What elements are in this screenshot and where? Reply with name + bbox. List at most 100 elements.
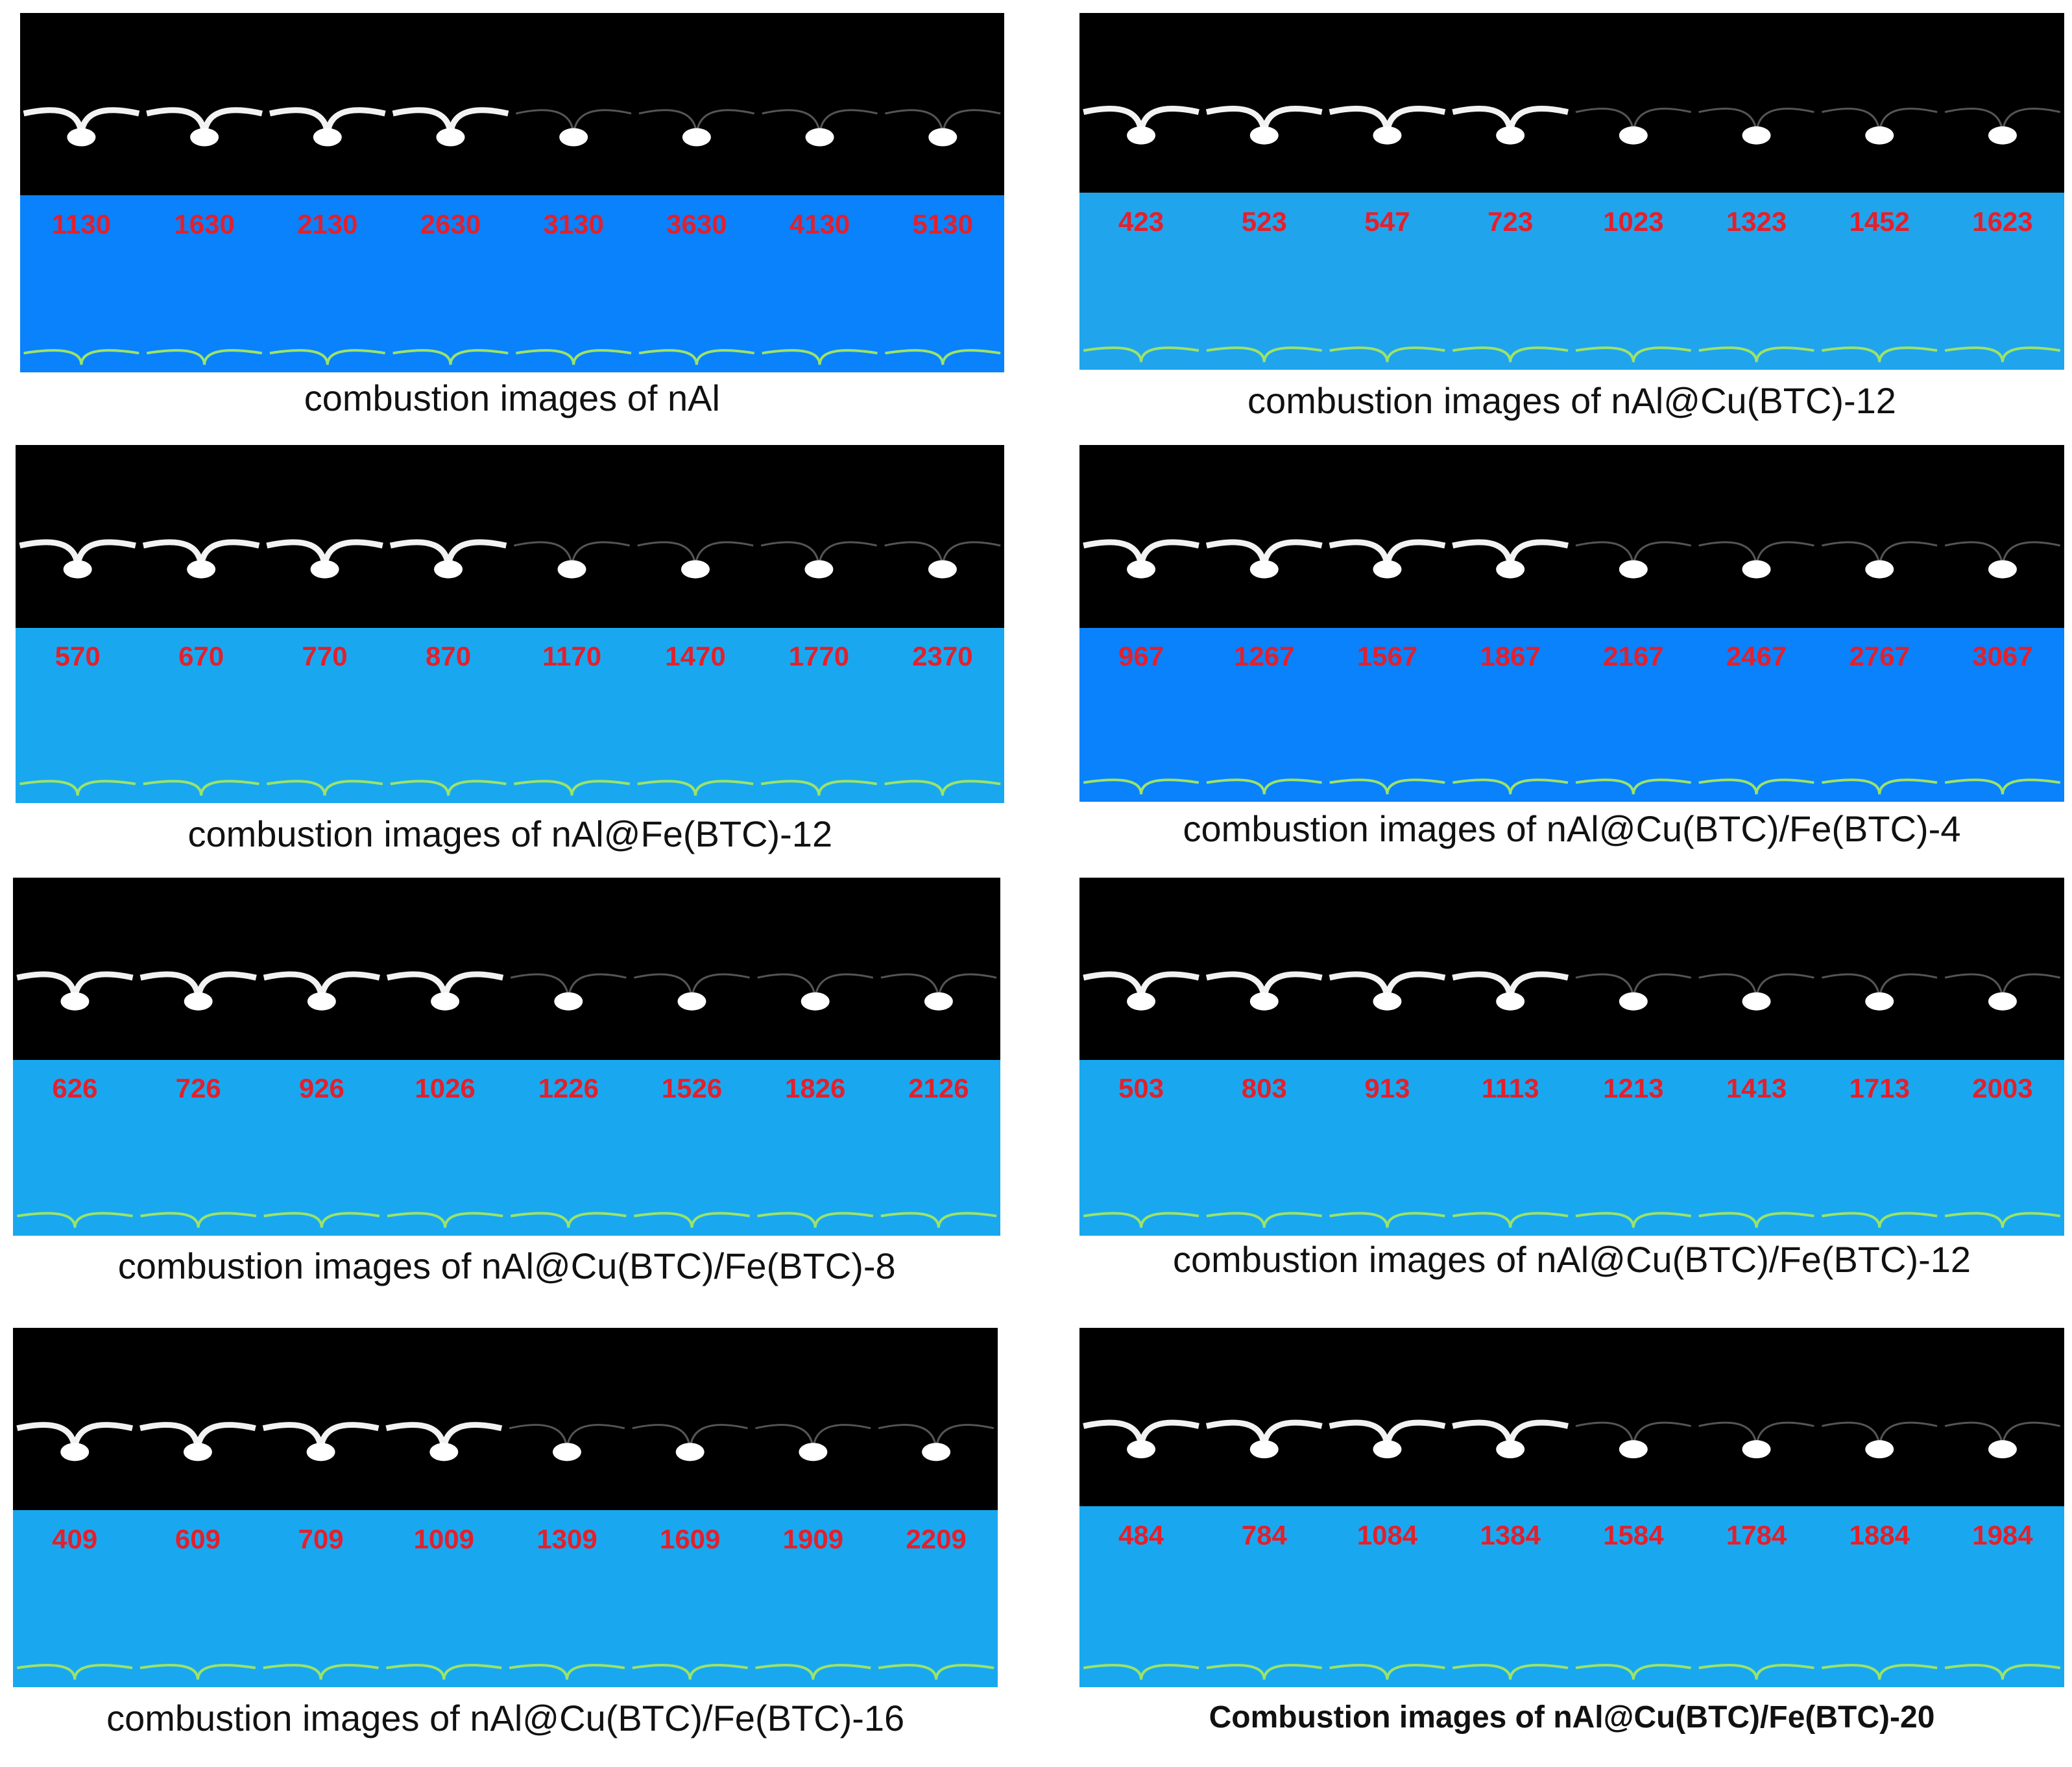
thermal-trace <box>1944 778 2061 795</box>
flame-blob <box>554 992 583 1011</box>
flame-blob <box>677 992 706 1011</box>
flame-blob <box>1249 560 1279 579</box>
time-label: 1267 <box>1234 640 1295 671</box>
time-label: 1630 <box>174 208 235 239</box>
time-label: 547 <box>1364 206 1410 237</box>
colormap-strip <box>19 195 1005 373</box>
time-label: 484 <box>1118 1519 1164 1550</box>
flame-blob <box>553 1443 582 1461</box>
thermal-trace <box>1452 1212 1569 1228</box>
colormap-strip <box>1079 193 2064 370</box>
time-label: 409 <box>52 1523 98 1554</box>
time-label: 503 <box>1118 1073 1164 1104</box>
thermal-trace <box>1083 346 1199 363</box>
flame-blob <box>1619 560 1648 579</box>
thermal-trace <box>1329 346 1445 363</box>
thermal-trace <box>757 1212 874 1228</box>
flame-blob <box>431 992 460 1011</box>
time-label: 2467 <box>1726 640 1787 671</box>
time-label: 1609 <box>659 1523 721 1554</box>
thermal-trace <box>1822 346 1938 363</box>
thermal-trace <box>387 1212 503 1228</box>
time-label: 1452 <box>1849 206 1910 237</box>
colormap-strip <box>13 1510 998 1688</box>
thermal-trace <box>638 349 755 365</box>
thermal-trace <box>1083 778 1199 795</box>
time-label: 1113 <box>1481 1073 1539 1104</box>
thermal-trace <box>263 1664 379 1680</box>
caption: combustion images of nAl@Cu(BTC)/Fe(BTC)… <box>117 1245 896 1286</box>
time-label: 1526 <box>661 1073 723 1104</box>
frames-strip <box>13 877 1000 1060</box>
flame-blob <box>928 560 957 579</box>
time-label: 2767 <box>1849 640 1910 671</box>
flame-blob <box>310 560 339 579</box>
time-label: 770 <box>302 640 348 671</box>
time-label: 803 <box>1241 1073 1287 1104</box>
flame-blob <box>682 128 711 147</box>
frames-strip <box>13 1328 998 1511</box>
thermal-trace <box>267 780 383 796</box>
time-label: 784 <box>1241 1519 1287 1550</box>
time-label: 1170 <box>542 640 602 671</box>
time-label: 2130 <box>297 208 358 239</box>
time-label: 670 <box>178 640 224 671</box>
time-label: 1384 <box>1480 1519 1541 1550</box>
flame-blob <box>681 560 710 579</box>
thermal-trace <box>1575 1212 1692 1228</box>
time-label: 723 <box>1488 206 1534 237</box>
time-label: 1413 <box>1726 1073 1787 1104</box>
caption: Combustion images of nAl@Cu(BTC)/Fe(BTC)… <box>1209 1700 1935 1735</box>
thermal-trace <box>885 349 1001 365</box>
time-label: 1826 <box>784 1073 846 1104</box>
thermal-trace <box>1698 1664 1814 1680</box>
colormap-strip <box>1079 627 2064 802</box>
thermal-trace <box>17 1212 133 1228</box>
flame-blob <box>434 560 463 579</box>
time-label: 726 <box>175 1073 221 1104</box>
time-label: 5130 <box>912 208 973 239</box>
time-label: 1226 <box>538 1073 599 1104</box>
flame-blob <box>1249 126 1279 145</box>
flame-blob <box>1127 560 1156 579</box>
time-label: 709 <box>298 1523 344 1554</box>
time-label: 1584 <box>1603 1519 1664 1550</box>
time-label: 570 <box>54 640 101 671</box>
flame-blob <box>1496 126 1525 145</box>
thermal-trace <box>1944 1664 2061 1680</box>
thermal-trace <box>1452 778 1569 795</box>
thermal-trace <box>139 1664 256 1680</box>
time-label: 1884 <box>1849 1519 1910 1550</box>
time-label: 1784 <box>1726 1519 1787 1550</box>
flame-blob <box>1496 992 1525 1011</box>
flame-blob <box>1127 1440 1156 1459</box>
flame-blob <box>436 128 465 147</box>
colormap-strip <box>13 1059 1000 1236</box>
flame-blob <box>190 128 219 147</box>
thermal-trace <box>1452 1664 1569 1680</box>
flame-blob <box>187 560 216 579</box>
caption: combustion images of nAl@Cu(BTC)/Fe(BTC)… <box>1183 808 1961 849</box>
flame-blob <box>559 128 588 147</box>
thermal-trace <box>269 349 385 365</box>
flame-blob <box>922 1443 951 1461</box>
thermal-trace <box>17 1664 133 1680</box>
time-label: 3067 <box>1972 640 2033 671</box>
time-label: 2209 <box>906 1523 967 1554</box>
time-label: 1770 <box>788 640 850 671</box>
flame-blob <box>1865 1440 1894 1459</box>
time-label: 967 <box>1118 640 1164 671</box>
time-label: 1323 <box>1726 206 1787 237</box>
thermal-trace <box>1575 778 1692 795</box>
time-label: 1623 <box>1972 206 2033 237</box>
thermal-trace <box>1575 346 1692 363</box>
thermal-trace <box>637 780 754 796</box>
time-label: 1470 <box>665 640 726 671</box>
thermal-trace <box>1206 1212 1322 1228</box>
flame-blob <box>1865 992 1894 1011</box>
time-label: 609 <box>175 1523 221 1554</box>
caption: combustion images of nAl <box>304 377 720 418</box>
thermal-trace <box>884 780 1001 796</box>
flame-blob <box>183 1443 212 1461</box>
flame-blob <box>1619 1440 1648 1459</box>
